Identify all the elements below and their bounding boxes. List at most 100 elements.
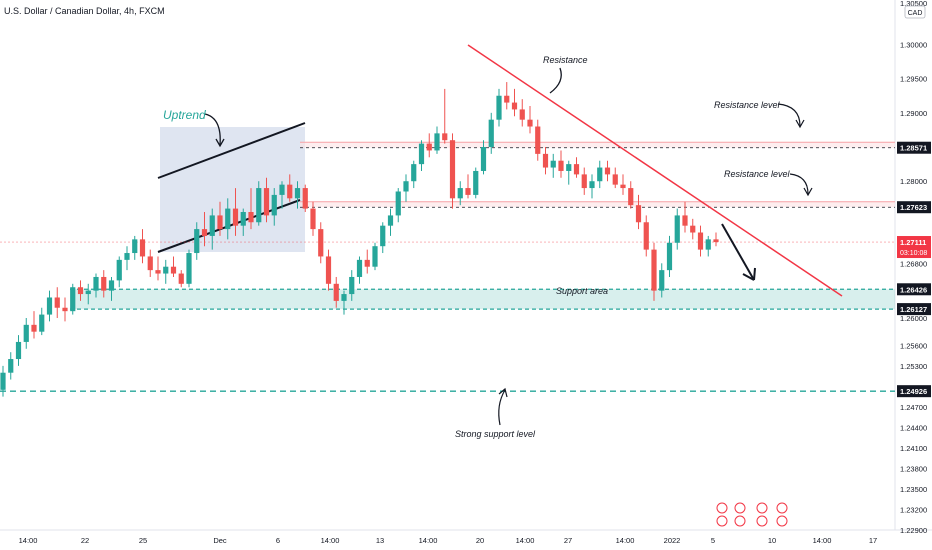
candle <box>147 249 153 277</box>
uptrend-pointer <box>204 113 221 146</box>
candle <box>566 160 572 185</box>
y-tick-label: 1.28000 <box>900 177 927 186</box>
candle <box>535 119 541 161</box>
x-tick-label: 25 <box>139 536 147 545</box>
candle <box>201 212 208 247</box>
candle <box>248 188 254 230</box>
x-tick-label: 22 <box>81 536 89 545</box>
candle <box>589 174 595 199</box>
x-tick-label: 17 <box>869 536 877 545</box>
candle <box>279 181 285 209</box>
candle <box>387 208 394 236</box>
y-tick-label: 1.26800 <box>900 259 927 268</box>
uptrend-pointer-head <box>215 138 225 148</box>
candle <box>124 246 130 271</box>
svg-text:1.24926: 1.24926 <box>900 387 927 396</box>
candle <box>635 194 642 230</box>
candle <box>612 167 618 189</box>
projection-arrow <box>721 223 755 281</box>
x-tick-label: 6 <box>276 536 280 545</box>
x-tick-label: 13 <box>376 536 384 545</box>
candle <box>209 208 215 250</box>
candle <box>705 235 711 257</box>
candle <box>0 365 6 397</box>
candle <box>116 256 122 288</box>
candle <box>132 235 138 260</box>
candle <box>287 174 293 202</box>
candle <box>294 181 301 209</box>
candle <box>573 157 580 178</box>
candle <box>271 188 277 226</box>
current-price-badge: 1.27111 03:10:08 <box>897 236 931 259</box>
strong_support-badge: 1.24926 <box>897 385 931 398</box>
x-tick-label: 14:00 <box>419 536 438 545</box>
candle <box>542 147 549 175</box>
candle <box>325 249 332 291</box>
candle <box>511 88 518 117</box>
candle <box>659 263 665 298</box>
resistance-level-pointer-1 <box>777 103 801 127</box>
y-tick-label: 1.30000 <box>900 40 927 49</box>
y-tick-label: 1.23500 <box>900 485 927 494</box>
y-tick-label: 1.23200 <box>900 505 927 514</box>
candle <box>70 283 76 315</box>
candle <box>651 242 657 301</box>
candle <box>504 82 510 110</box>
resistance_level_upper-badge: 1.28571 <box>897 141 931 154</box>
x-tick-label: 14:00 <box>516 536 535 545</box>
candle <box>628 181 634 209</box>
candle <box>380 222 386 254</box>
candle <box>108 276 115 301</box>
candle <box>597 160 603 189</box>
x-tick-label: 14:00 <box>813 536 832 545</box>
x-tick-label: 14:00 <box>19 536 38 545</box>
candle <box>666 235 673 277</box>
candle <box>256 181 262 226</box>
resistance-zone <box>300 201 895 208</box>
candle <box>558 150 564 178</box>
candle <box>194 222 200 260</box>
candle <box>46 290 53 322</box>
y-tick-label: 1.30500 <box>900 0 927 8</box>
candle <box>364 249 370 274</box>
resistance-pointer <box>549 67 562 94</box>
x-tick-label: 5 <box>711 536 715 545</box>
candle <box>604 160 611 182</box>
x-tick-label: 14:00 <box>321 536 340 545</box>
candle <box>170 256 177 277</box>
candle <box>341 290 347 315</box>
candle <box>442 88 448 144</box>
economic-events[interactable] <box>716 502 788 527</box>
svg-text:1.28571: 1.28571 <box>900 144 927 153</box>
candle <box>39 307 45 336</box>
candle <box>163 259 169 284</box>
candle <box>356 256 363 284</box>
x-tick-label: 10 <box>768 536 776 545</box>
candle <box>225 198 231 240</box>
y-tick-label: 1.23800 <box>900 464 927 473</box>
svg-text:1.27623: 1.27623 <box>900 203 927 212</box>
candle <box>93 273 99 298</box>
candle <box>643 215 649 257</box>
candle <box>519 99 525 127</box>
svg-text:03:10:08: 03:10:08 <box>900 250 927 257</box>
y-tick-label: 1.22900 <box>900 526 927 535</box>
resistance-level-pointer-1-head <box>795 119 805 129</box>
candle <box>333 276 339 308</box>
y-tick-label: 1.24400 <box>900 423 927 432</box>
candle <box>426 133 432 158</box>
candle <box>395 188 401 223</box>
x-tick-label: 14:00 <box>616 536 635 545</box>
candle <box>31 311 37 339</box>
candle <box>186 249 192 288</box>
candle <box>85 283 91 305</box>
resistance-level-pointer-2-head <box>803 187 813 197</box>
svg-text:1.26127: 1.26127 <box>900 305 927 314</box>
candle <box>411 160 417 189</box>
strong-support-pointer <box>498 389 506 426</box>
candle <box>310 201 316 236</box>
candle <box>54 287 60 318</box>
candle <box>674 208 680 250</box>
candle <box>457 181 463 206</box>
